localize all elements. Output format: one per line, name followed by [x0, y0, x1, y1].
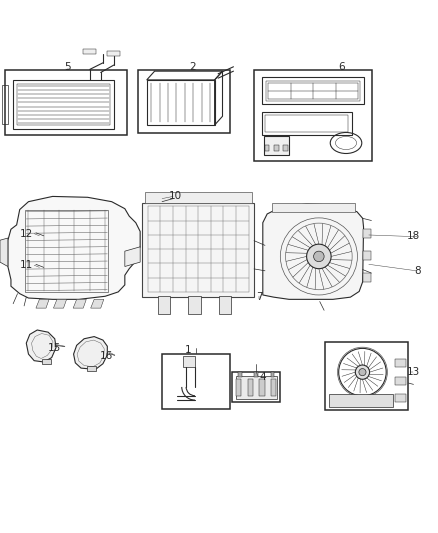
Polygon shape [8, 197, 140, 300]
Polygon shape [263, 204, 364, 300]
Bar [363, 229, 371, 238]
Text: 11: 11 [20, 260, 33, 270]
Bar [5, 70, 127, 135]
Bar [264, 136, 289, 155]
Bar [107, 51, 120, 56]
Text: 1: 1 [185, 345, 192, 355]
Bar [219, 296, 231, 314]
Bar [272, 203, 355, 212]
Text: 18: 18 [407, 231, 420, 241]
Circle shape [314, 251, 324, 262]
Text: 2: 2 [189, 62, 196, 72]
Polygon shape [91, 300, 104, 308]
Text: 4: 4 [259, 372, 266, 382]
Polygon shape [74, 336, 107, 369]
Bar [395, 359, 406, 367]
Bar [248, 379, 253, 395]
Circle shape [307, 244, 331, 269]
Polygon shape [125, 247, 140, 266]
Bar [42, 359, 51, 364]
Bar [266, 81, 360, 101]
Bar [262, 112, 352, 135]
Bar [25, 209, 108, 292]
Bar [17, 84, 110, 125]
Bar [158, 296, 170, 314]
Text: 7: 7 [256, 292, 263, 302]
Bar [265, 115, 348, 132]
Text: 16: 16 [100, 351, 113, 361]
Bar [325, 342, 408, 410]
Bar [254, 372, 258, 377]
Text: 15: 15 [48, 343, 61, 352]
Bar [329, 394, 393, 407]
Bar [188, 296, 201, 314]
Bar [83, 49, 96, 54]
Polygon shape [26, 330, 56, 362]
Bar [254, 70, 372, 161]
Bar [232, 373, 280, 402]
Polygon shape [53, 300, 67, 308]
Bar [87, 366, 96, 371]
Text: 8: 8 [414, 266, 420, 276]
Bar [236, 376, 277, 399]
Text: 10: 10 [169, 191, 182, 201]
Bar [265, 145, 269, 151]
Bar [147, 80, 215, 125]
Bar [13, 80, 114, 128]
Circle shape [359, 369, 366, 376]
Bar [363, 251, 371, 260]
Bar [162, 354, 230, 409]
Text: 13: 13 [407, 367, 420, 377]
Bar [283, 145, 288, 151]
Polygon shape [73, 300, 86, 308]
Bar [142, 203, 254, 297]
Bar [274, 145, 279, 151]
Bar [262, 77, 364, 104]
Polygon shape [36, 300, 49, 308]
Bar [363, 273, 371, 282]
Bar [271, 372, 274, 377]
Text: 6: 6 [338, 62, 345, 72]
Bar [238, 372, 242, 377]
Bar [183, 356, 195, 367]
Polygon shape [0, 238, 8, 266]
Bar [395, 377, 406, 385]
Circle shape [355, 365, 370, 379]
Bar [395, 394, 406, 402]
Bar [259, 379, 265, 395]
Bar [271, 379, 276, 395]
Bar [145, 192, 252, 203]
Text: 5: 5 [64, 62, 71, 72]
Bar [236, 379, 241, 395]
Bar [138, 70, 230, 133]
Text: 12: 12 [20, 229, 33, 239]
